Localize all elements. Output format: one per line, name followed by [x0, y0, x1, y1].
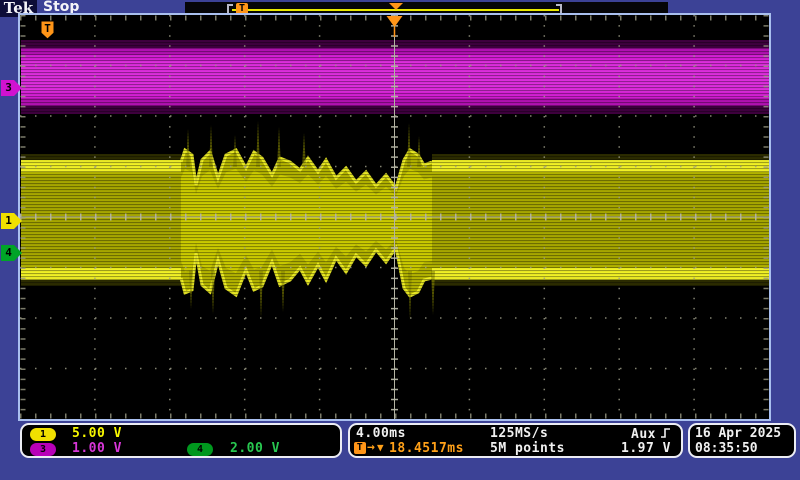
ch4-scale: 2.00 V	[230, 441, 280, 456]
record-preview-line	[232, 9, 559, 11]
tek-logo: Tek	[0, 0, 37, 17]
channel-4-icon[interactable]: 4	[187, 443, 213, 456]
sample-rate-readout: 125MS/s	[490, 426, 549, 441]
trigger-flag-icon	[40, 20, 55, 40]
trigger-markers[interactable]: T	[40, 16, 403, 40]
channel-1-position-badge[interactable]: 1	[1, 213, 22, 229]
trigger-flag-label: T	[44, 22, 51, 35]
preview-position-arrow-icon[interactable]	[389, 3, 403, 10]
trigger-t-icon: T	[354, 442, 366, 454]
trigger-level-readout: 1.97 V	[621, 441, 671, 456]
channel-1-icon[interactable]: 1	[30, 428, 56, 441]
ch3-scale: 1.00 V	[72, 441, 122, 456]
horizontal-trigger-readout-box[interactable]: 4.00ms 125MS/s Aux T → ▼ 18.4517ms 5M po…	[348, 423, 683, 458]
graticule[interactable]: T	[18, 13, 771, 421]
trigger-position-arrow-icon	[386, 16, 403, 27]
graticule-grid	[20, 15, 769, 419]
trigger-source-label: Aux	[631, 427, 656, 442]
record-length-readout: 5M points	[490, 441, 565, 456]
waveform-display: T	[20, 15, 769, 419]
preview-trigger-t-icon[interactable]: T	[236, 3, 248, 15]
trigger-source-readout: Aux	[631, 427, 671, 443]
date-readout: 16 Apr 2025	[695, 426, 782, 441]
record-preview-bar[interactable]: T	[185, 2, 668, 18]
channel-3-icon[interactable]: 3	[30, 443, 56, 456]
rising-edge-icon	[660, 427, 671, 443]
acquisition-status[interactable]: Stop	[43, 0, 80, 15]
channel-4-position-badge[interactable]: 4	[1, 245, 22, 261]
time-readout: 08:35:50	[695, 441, 758, 456]
ch1-scale: 5.00 V	[72, 426, 122, 441]
trigger-marker-glyph: ▼	[377, 441, 385, 454]
trigger-arrow-glyph: →	[367, 440, 376, 455]
timebase-readout: 4.00ms	[356, 426, 406, 441]
trigger-position-value: 18.4517ms	[389, 441, 464, 456]
vertical-scale-readout-box[interactable]: 1 5.00 V 3 1.00 V 4 2.00 V	[20, 423, 342, 458]
datetime-readout-box[interactable]: 16 Apr 2025 08:35:50	[688, 423, 796, 458]
channel-3-position-badge[interactable]: 3	[1, 80, 22, 96]
